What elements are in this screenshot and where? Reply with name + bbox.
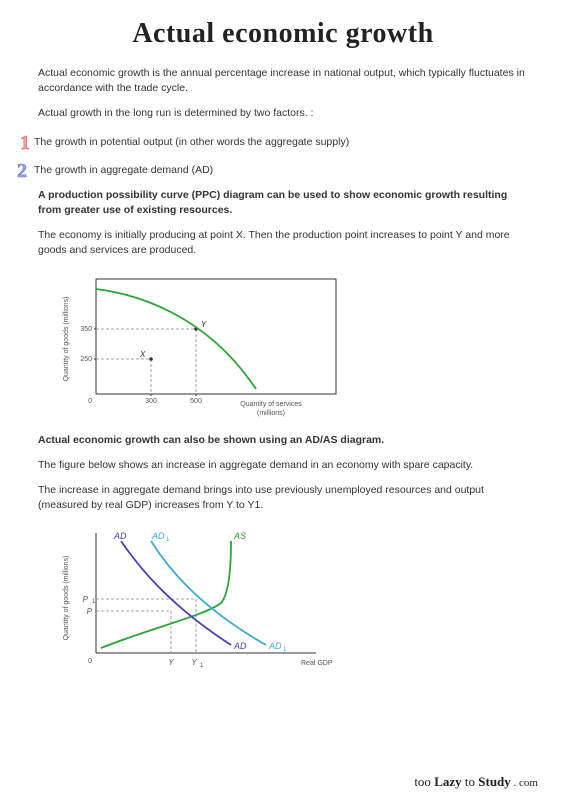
ppc-point-x-label: X (139, 350, 146, 359)
svg-text:AD: AD (151, 531, 165, 541)
footer-branding: too Lazy to Study . com (414, 774, 538, 790)
adas-origin: 0 (88, 658, 92, 665)
ppc-x-axis-label-2: (millions) (257, 410, 285, 417)
factor-1-text: The growth in potential output (in other… (34, 135, 349, 150)
svg-text:Y: Y (168, 658, 174, 667)
ppc-chart: Quantity of goods (millions) Quantity of… (56, 269, 528, 419)
svg-text:1: 1 (166, 537, 170, 543)
numeral-two-icon: 2 (14, 160, 34, 182)
ppc-curve-line (96, 289, 256, 389)
footer-com: . com (511, 777, 538, 789)
factor-row-1: 1 The growth in potential output (in oth… (38, 132, 528, 154)
svg-text:P: P (83, 595, 89, 604)
intro-paragraph-2: Actual growth in the long run is determi… (38, 106, 528, 121)
adas-chart: Quantity of goods (millions) Real GDP 0 … (56, 523, 528, 678)
svg-text:1: 1 (200, 663, 204, 669)
adas-y-axis-label: Quantity of goods (millions) (63, 556, 70, 641)
ppc-y-axis-label: Quantity of goods (millions) (63, 296, 70, 381)
factor-2-text: The growth in aggregate demand (AD) (34, 163, 213, 178)
ppc-heading: A production possibility curve (PPC) dia… (38, 188, 528, 218)
svg-text:AD: AD (268, 641, 282, 651)
adas-x-axis-label: Real GDP (301, 660, 333, 667)
svg-text:1: 1 (283, 647, 287, 653)
svg-text:P: P (87, 607, 93, 616)
svg-text:250: 250 (80, 356, 92, 363)
intro-paragraph-1: Actual economic growth is the annual per… (38, 66, 528, 96)
adas-heading: Actual economic growth can also be shown… (38, 433, 528, 448)
ppc-point-y-label: Y (201, 320, 207, 329)
adas-description-1: The figure below shows an increase in ag… (38, 458, 528, 473)
ppc-x-axis-label-1: Quantity of services (240, 401, 302, 408)
ppc-origin: 0 (88, 398, 92, 405)
ad-curve-line (121, 541, 231, 645)
svg-text:1: 1 (92, 599, 96, 605)
svg-text:2: 2 (17, 160, 27, 182)
numeral-one-icon: 1 (14, 132, 34, 154)
svg-text:AS: AS (233, 531, 246, 541)
page-title: Actual economic growth (38, 18, 528, 50)
ppc-description: The economy is initially producing at po… (38, 228, 528, 258)
footer-too: too (414, 774, 434, 789)
adas-description-2: The increase in aggregate demand brings … (38, 483, 528, 513)
factor-row-2: 2 The growth in aggregate demand (AD) (38, 160, 528, 182)
svg-text:500: 500 (190, 398, 202, 405)
svg-text:350: 350 (80, 326, 92, 333)
footer-lazy: Lazy (434, 774, 461, 789)
svg-text:300: 300 (145, 398, 157, 405)
svg-text:AD: AD (233, 641, 247, 651)
footer-study: Study (478, 774, 511, 789)
svg-text:AD: AD (113, 531, 127, 541)
footer-to: to (462, 774, 479, 789)
svg-text:Y: Y (191, 658, 197, 667)
svg-text:1: 1 (20, 132, 30, 154)
